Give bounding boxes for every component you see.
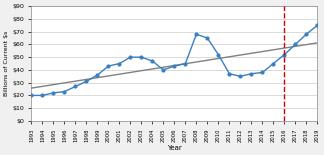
Y-axis label: Billions of Current $s: Billions of Current $s [4,31,9,96]
X-axis label: Year: Year [167,145,182,151]
